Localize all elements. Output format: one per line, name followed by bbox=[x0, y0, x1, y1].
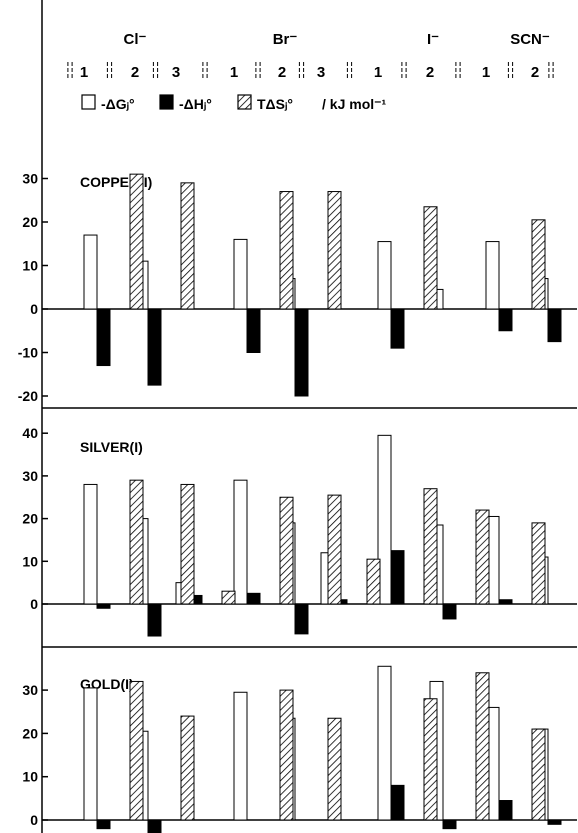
step-number: 1 bbox=[482, 64, 490, 81]
y-tick-label: -20 bbox=[18, 388, 38, 404]
bar bbox=[129, 173, 144, 310]
bar bbox=[377, 434, 392, 605]
y-tick-label: 30 bbox=[22, 682, 38, 698]
bar bbox=[246, 308, 261, 353]
bar bbox=[129, 479, 144, 605]
step-number: 2 bbox=[426, 64, 434, 81]
bar bbox=[475, 509, 490, 605]
legend-label: -ΔGⱼ° bbox=[101, 96, 135, 112]
step-number: 1 bbox=[80, 64, 88, 81]
bar bbox=[147, 308, 162, 386]
bar bbox=[294, 308, 309, 397]
bar bbox=[83, 234, 98, 310]
bar bbox=[498, 800, 513, 821]
bar bbox=[147, 819, 162, 833]
anion-label: Cl⁻ bbox=[124, 31, 147, 48]
y-tick-label: 0 bbox=[30, 812, 38, 828]
y-tick-label: 0 bbox=[30, 301, 38, 317]
anion-label: SCN⁻ bbox=[510, 31, 550, 48]
bar bbox=[327, 191, 342, 310]
legend-swatch bbox=[159, 94, 174, 110]
bar bbox=[531, 522, 546, 605]
bar bbox=[547, 819, 562, 825]
bar bbox=[442, 819, 457, 830]
step-number: 2 bbox=[278, 64, 286, 81]
step-number: 3 bbox=[172, 64, 180, 81]
bar bbox=[498, 599, 513, 605]
bar bbox=[327, 494, 342, 605]
bar bbox=[498, 308, 513, 332]
bar bbox=[83, 483, 98, 605]
y-tick-label: 10 bbox=[22, 553, 38, 569]
bar bbox=[442, 603, 457, 620]
y-tick-label: 30 bbox=[22, 171, 38, 187]
bar bbox=[180, 182, 195, 310]
bar bbox=[180, 715, 195, 821]
panels: COPPER(I)-20-100102030SILVER(I)010203040… bbox=[18, 171, 577, 833]
bar bbox=[377, 241, 392, 310]
legend-label: TΔSⱼ° bbox=[257, 96, 293, 112]
bar bbox=[233, 691, 248, 821]
step-number: 1 bbox=[374, 64, 382, 81]
chart-header: Cl⁻ 1 2 3 Br⁻ 1 2 3 I⁻ 1 2 SCN⁻ 1 2 bbox=[67, 31, 554, 81]
bar bbox=[390, 308, 405, 349]
legend-swatch bbox=[237, 94, 252, 110]
y-tick-label: 10 bbox=[22, 258, 38, 274]
bar bbox=[96, 819, 111, 830]
y-tick-label: 20 bbox=[22, 511, 38, 527]
bar bbox=[294, 603, 309, 635]
bar bbox=[83, 687, 98, 821]
bar bbox=[279, 689, 294, 821]
anion-label: I⁻ bbox=[427, 31, 439, 48]
chart-frame bbox=[41, 0, 577, 833]
legend: -ΔGⱼ° -ΔHⱼ° TΔSⱼ° / kJ mol⁻¹ bbox=[81, 94, 387, 112]
bar bbox=[327, 717, 342, 821]
bar bbox=[485, 241, 500, 310]
panel: SILVER(I) 0 10 20 30 40 bbox=[22, 425, 577, 637]
bar bbox=[390, 550, 405, 605]
bar bbox=[531, 219, 546, 310]
bar bbox=[233, 479, 248, 605]
bar bbox=[423, 488, 438, 605]
y-tick-label: 10 bbox=[22, 769, 38, 785]
bar bbox=[221, 590, 236, 605]
bar bbox=[531, 728, 546, 821]
y-tick-label: 0 bbox=[30, 596, 38, 612]
y-tick-label: 30 bbox=[22, 468, 38, 484]
step-number: 1 bbox=[230, 64, 238, 81]
bar bbox=[233, 238, 248, 310]
bar bbox=[279, 191, 294, 310]
bar bbox=[390, 784, 405, 821]
legend-unit: / kJ mol⁻¹ bbox=[322, 96, 387, 112]
y-tick-label: 40 bbox=[22, 425, 38, 441]
bar bbox=[96, 308, 111, 367]
panel-label: SILVER(I) bbox=[80, 439, 143, 455]
bar bbox=[246, 592, 261, 605]
legend-swatch bbox=[81, 94, 96, 110]
bar bbox=[475, 672, 490, 821]
bar bbox=[96, 603, 111, 609]
y-tick-label: 20 bbox=[22, 725, 38, 741]
step-number: 2 bbox=[531, 64, 539, 81]
bar bbox=[147, 603, 162, 637]
y-tick-label: -10 bbox=[18, 345, 38, 361]
y-tick-label: 20 bbox=[22, 214, 38, 230]
step-number: 2 bbox=[131, 64, 139, 81]
bar bbox=[423, 698, 438, 821]
bar bbox=[377, 665, 392, 821]
bar bbox=[423, 206, 438, 310]
bar bbox=[366, 558, 381, 605]
bar bbox=[129, 680, 144, 821]
bar bbox=[547, 308, 562, 343]
step-number: 3 bbox=[317, 64, 325, 81]
anion-label: Br⁻ bbox=[273, 31, 298, 48]
legend-label: -ΔHⱼ° bbox=[179, 96, 212, 112]
bar bbox=[180, 483, 195, 605]
bar bbox=[279, 496, 294, 605]
